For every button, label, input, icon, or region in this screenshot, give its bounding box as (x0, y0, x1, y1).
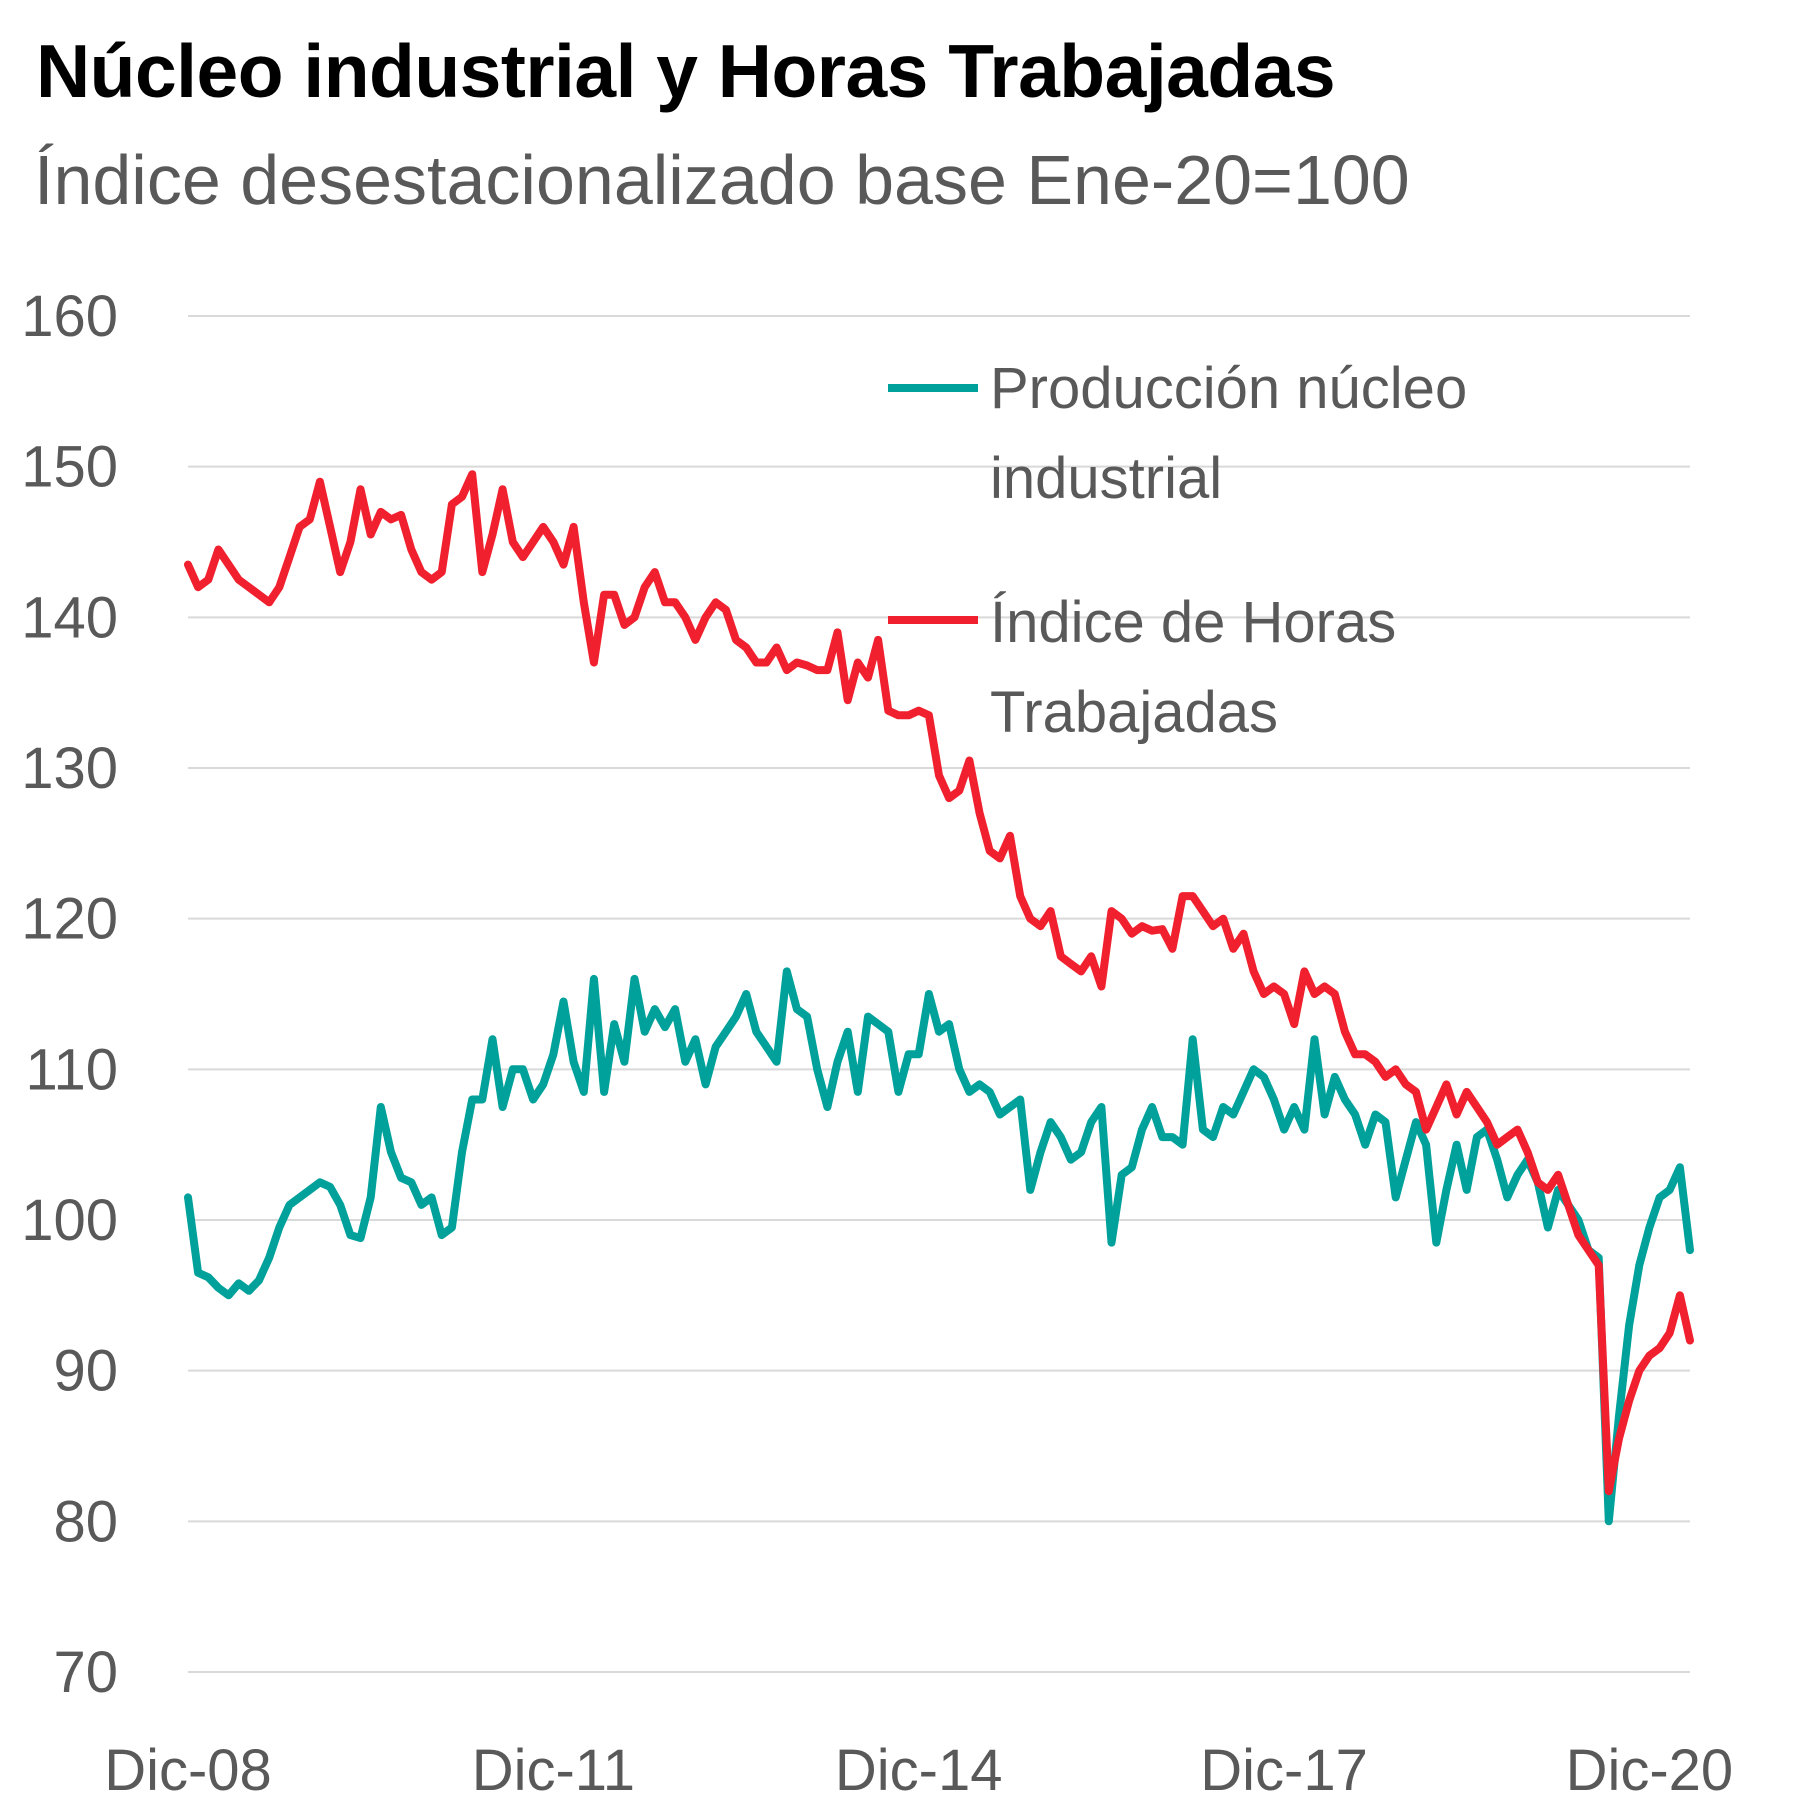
x-tick-label: Dic-17 (1200, 1738, 1368, 1803)
chart-title: Núcleo industrial y Horas Trabajadas (36, 29, 1336, 113)
series-line-produccion (184, 967, 1694, 1526)
y-tick-label: 160 (21, 284, 118, 349)
x-tick-label: Dic-08 (104, 1738, 272, 1803)
series-line-horas (184, 470, 1694, 1496)
gridlines (188, 315, 1690, 1673)
y-tick-label: 110 (26, 1037, 118, 1102)
x-tick-label: Dic-20 (1566, 1738, 1734, 1803)
y-tick-label: 80 (53, 1489, 118, 1554)
x-tick-label: Dic-11 (472, 1738, 635, 1803)
x-tick-label: Dic-14 (835, 1738, 1003, 1803)
legend: Producción núcleo industrial Índice de H… (888, 356, 1483, 745)
y-tick-label: 90 (53, 1339, 118, 1404)
legend-item-horas: Índice de Horas Trabajadas (888, 590, 1412, 745)
y-tick-label: 150 (21, 435, 118, 500)
y-axis-ticks: 160 150 140 130 120 110 100 90 80 70 (21, 284, 118, 1705)
y-tick-label: 140 (21, 585, 118, 650)
chart-subtitle: Índice desestacionalizado base Ene-20=10… (34, 141, 1410, 219)
legend-label-produccion: Producción núcleo industrial (990, 356, 1483, 511)
x-axis-ticks: Dic-08 Dic-11 Dic-14 Dic-17 Dic-20 (104, 1738, 1733, 1803)
series-lines (184, 470, 1694, 1526)
y-tick-label: 120 (21, 887, 118, 952)
legend-item-produccion: Producción núcleo industrial (888, 356, 1483, 511)
legend-label-horas: Índice de Horas Trabajadas (990, 590, 1412, 745)
y-tick-label: 70 (53, 1640, 118, 1705)
y-tick-label: 100 (21, 1188, 118, 1253)
y-tick-label: 130 (21, 736, 118, 801)
